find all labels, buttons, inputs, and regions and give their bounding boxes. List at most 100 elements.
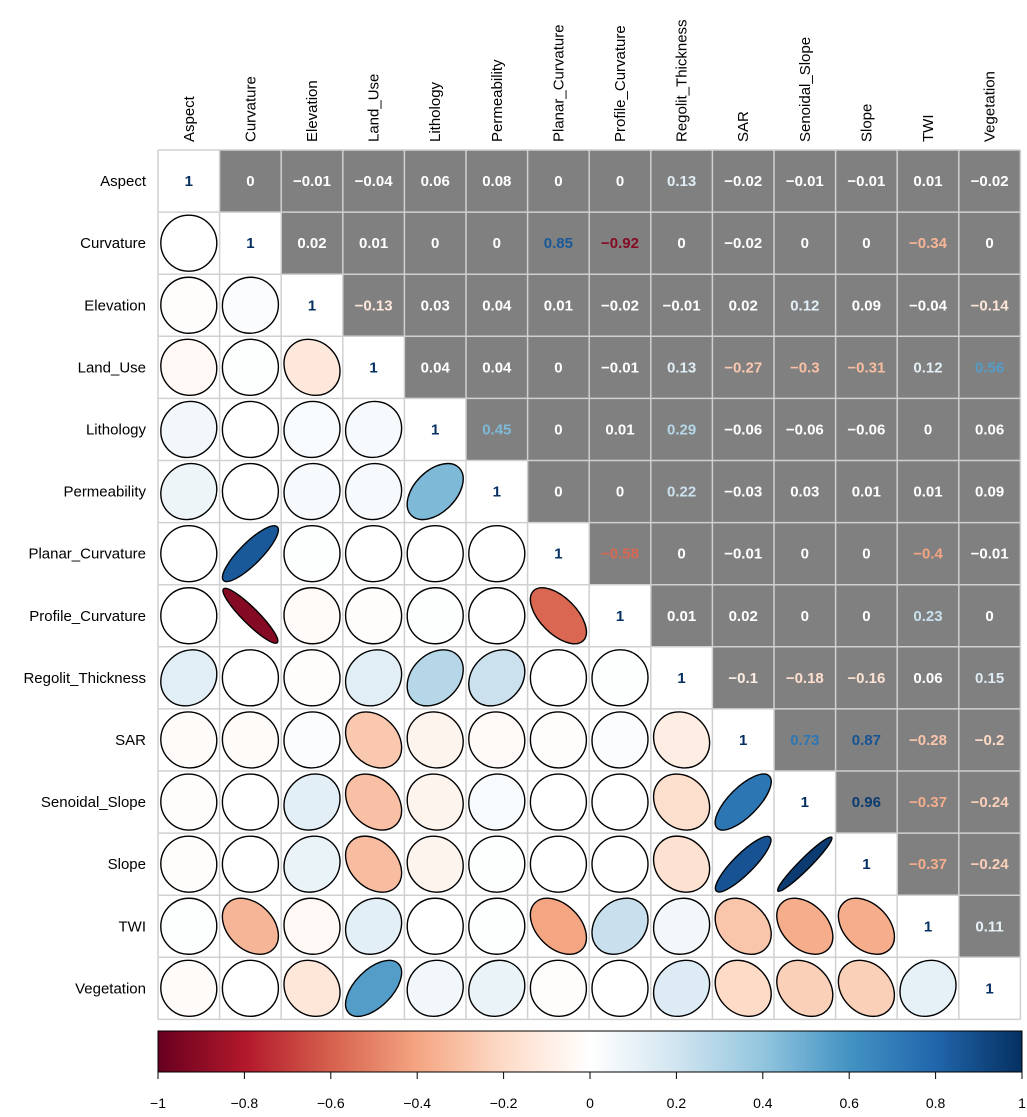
correlation-ellipse (776, 836, 833, 893)
correlation-ellipse (344, 773, 403, 831)
coefficient-label: −0.28 (909, 732, 947, 749)
coefficient-label: 0 (985, 235, 993, 252)
correlation-ellipse (222, 587, 279, 644)
coefficient-label: 0 (801, 235, 809, 252)
colorbar-tick-label: 0 (586, 1095, 594, 1111)
correlation-ellipse (344, 462, 403, 521)
coefficient-label: 0.04 (421, 359, 451, 376)
coefficient-label: 0 (801, 546, 809, 563)
column-label: Regolit_Thickness (674, 19, 691, 142)
coefficient-label: −0.18 (786, 670, 824, 687)
coefficient-label: −0.3 (790, 359, 820, 376)
colorbar-tick-label: −0.4 (403, 1095, 431, 1111)
diagonal-cell (219, 212, 282, 275)
row-label: Permeability (63, 484, 146, 501)
coefficient-label: −0.01 (786, 173, 824, 190)
column-label: TWI (920, 115, 937, 143)
diagonal-cell (589, 584, 651, 647)
coefficient-label: 1 (924, 918, 932, 935)
coefficient-label: 0 (246, 173, 254, 190)
coefficient-label: 1 (308, 297, 316, 314)
correlation-ellipse (221, 649, 280, 707)
correlation-ellipse (160, 897, 218, 955)
correlation-ellipse (160, 587, 218, 645)
coefficient-label: 1 (369, 359, 377, 376)
column-label: Planar_Curvature (550, 24, 567, 142)
coefficient-label: 0 (862, 546, 870, 563)
coefficient-label: 0.09 (975, 484, 1004, 501)
correlation-ellipse (591, 835, 649, 893)
coefficient-label: −0.02 (971, 173, 1009, 190)
coefficient-label: 0 (801, 608, 809, 625)
coefficient-label: −0.03 (724, 484, 762, 501)
diagonal-cell (342, 336, 405, 399)
coefficient-label: −0.31 (847, 359, 885, 376)
coefficient-label: 0.01 (605, 421, 634, 438)
row-label: Aspect (100, 173, 147, 190)
correlation-ellipse (160, 338, 218, 397)
row-label: Senoidal_Slope (41, 794, 146, 811)
row-label: SAR (115, 732, 146, 749)
colorbar-tick-label: −0.2 (490, 1095, 518, 1111)
coefficient-label: −0.02 (724, 173, 762, 190)
coefficient-label: 0 (985, 608, 993, 625)
correlation-ellipse (468, 711, 526, 769)
coefficient-label: −0.2 (975, 732, 1005, 749)
column-label: SAR (735, 111, 752, 142)
correlation-ellipse (283, 897, 341, 955)
coefficient-label: 0 (616, 484, 624, 501)
correlation-ellipse (529, 835, 588, 893)
coefficient-label: −0.06 (786, 421, 824, 438)
correlation-ellipse (221, 835, 280, 893)
coefficient-label: 0.85 (544, 235, 573, 252)
correlation-ellipse (283, 711, 341, 769)
coefficient-label: −0.37 (909, 856, 947, 873)
coefficient-label: 1 (493, 484, 501, 501)
correlation-ellipse (529, 649, 588, 707)
coefficient-label: −0.04 (909, 297, 948, 314)
correlation-ellipse (468, 587, 526, 645)
diagonal-cell (404, 398, 466, 461)
correlation-ellipse (652, 897, 711, 955)
column-label: Slope (858, 104, 875, 142)
correlation-ellipse (714, 773, 772, 831)
coefficient-label: −0.24 (971, 794, 1010, 811)
coefficient-label: 0.96 (852, 794, 881, 811)
correlation-ellipse (529, 711, 588, 769)
coefficient-label: −0.01 (847, 173, 885, 190)
correlation-ellipse (468, 524, 526, 583)
coefficient-label: 0.11 (975, 918, 1003, 935)
coefficient-label: 0.06 (913, 670, 942, 687)
colorbar-tick-label: −0.6 (317, 1095, 345, 1111)
row-label: Vegetation (75, 980, 146, 997)
correlation-ellipse (529, 773, 588, 831)
colorbar-tick-label: 0.6 (839, 1095, 859, 1111)
coefficient-label: 0.23 (913, 608, 942, 625)
correlation-ellipse (344, 711, 403, 769)
correlation-ellipse (468, 835, 526, 893)
correlation-ellipse (591, 711, 649, 769)
correlation-ellipse (344, 835, 403, 893)
diagonal-cell (281, 274, 343, 337)
correlation-ellipse (344, 400, 403, 459)
coefficient-label: 1 (185, 173, 193, 190)
coefficient-label: 0 (616, 173, 624, 190)
coefficient-label: 0.56 (975, 359, 1004, 376)
coefficient-label: 0.13 (667, 359, 696, 376)
diagonal-cell (466, 460, 528, 523)
coefficient-label: 0.15 (975, 670, 1004, 687)
column-label: Aspect (181, 95, 198, 142)
correlation-ellipse (283, 649, 341, 707)
correlation-ellipse (899, 959, 957, 1018)
coefficient-label: 0.08 (482, 173, 511, 190)
coefficient-label: 0.22 (667, 484, 696, 501)
coefficient-label: −0.01 (971, 546, 1009, 563)
coefficient-label: −0.4 (913, 546, 943, 563)
coefficient-label: 0 (862, 235, 870, 252)
row-label: Slope (108, 856, 146, 873)
coefficient-label: 0 (677, 546, 685, 563)
column-label: Profile_Curvature (612, 25, 629, 142)
correlation-ellipse (283, 587, 341, 645)
correlation-ellipse (283, 773, 341, 831)
